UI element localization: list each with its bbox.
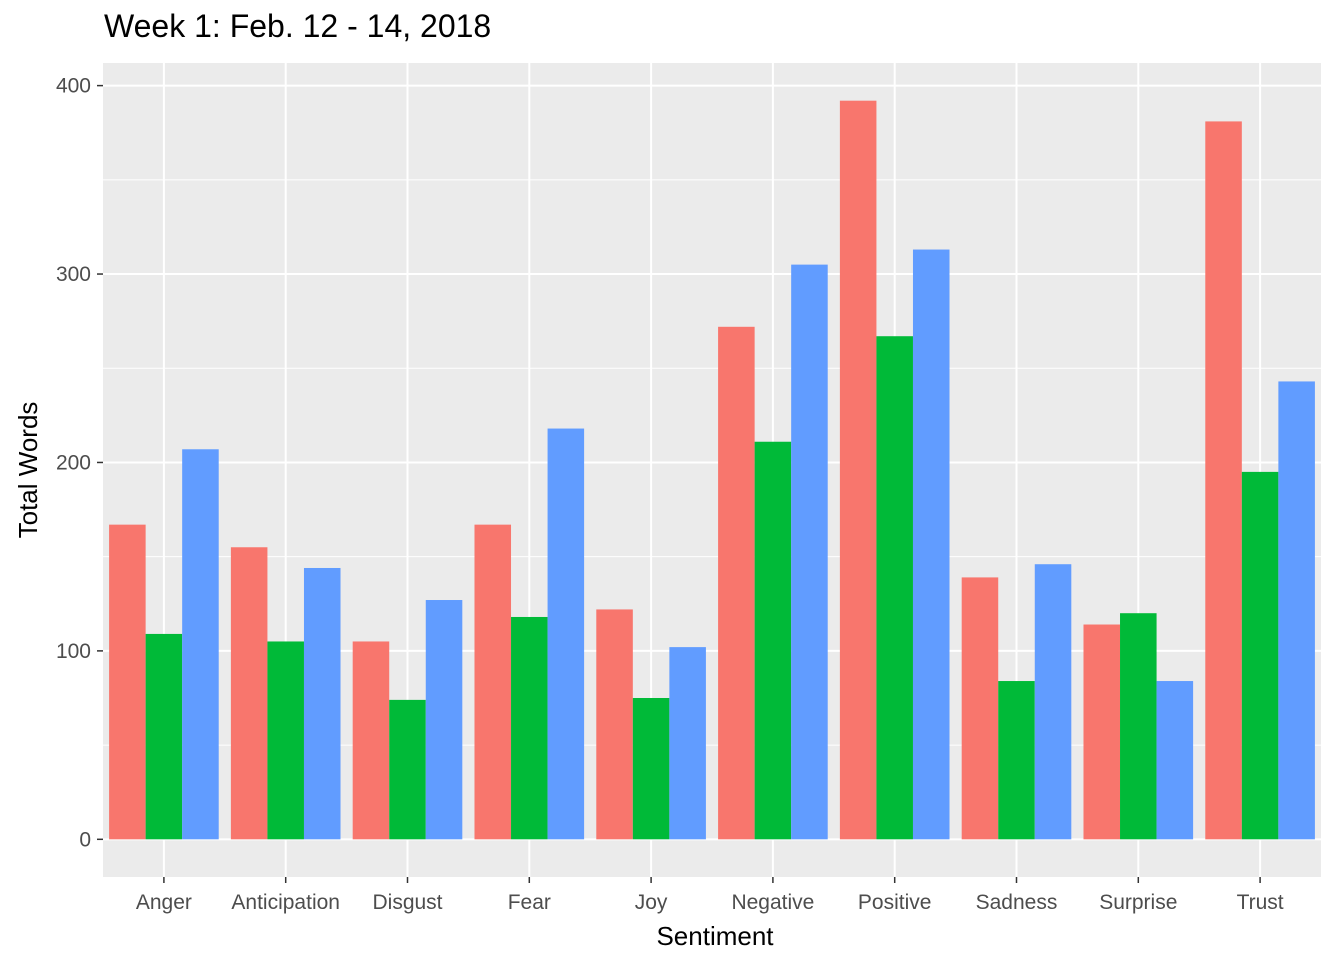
- bar: [1156, 681, 1194, 840]
- x-tick-label: Sadness: [976, 891, 1058, 914]
- bar: [230, 547, 268, 840]
- bar: [474, 524, 512, 840]
- x-tick-label: Positive: [858, 891, 932, 914]
- bar: [669, 647, 706, 840]
- bar: [791, 264, 828, 840]
- bar: [389, 699, 426, 840]
- bar: [754, 441, 792, 840]
- y-tick-label: 400: [56, 75, 91, 98]
- bar: [182, 449, 219, 840]
- y-tick-label: 300: [56, 263, 91, 286]
- y-tick-label: 0: [79, 828, 91, 851]
- bars: [109, 100, 1315, 840]
- y-axis-title: Total Words: [13, 402, 43, 539]
- bar: [1241, 471, 1279, 840]
- chart-title: Week 1: Feb. 12 - 14, 2018: [104, 8, 492, 44]
- bar: [718, 326, 755, 840]
- x-tick-label: Negative: [731, 891, 814, 914]
- bar: [109, 524, 146, 840]
- bar: [876, 336, 913, 840]
- x-axis: Anger Anticipation Disgust Fear Joy Negative P…: [136, 877, 1284, 914]
- bar: [547, 428, 585, 840]
- x-tick-label: Joy: [635, 891, 668, 914]
- y-tick-label: 200: [56, 451, 91, 474]
- x-tick-label: Anticipation: [231, 891, 340, 914]
- bar: [839, 100, 877, 840]
- bar: [1034, 564, 1072, 840]
- y-tick-label: 100: [56, 640, 91, 663]
- bar: [352, 641, 390, 840]
- bar: [912, 249, 950, 840]
- bar: [511, 616, 548, 840]
- x-tick-label: Fear: [508, 891, 551, 914]
- bar: [425, 600, 463, 840]
- bar: [1083, 624, 1121, 840]
- bar: [145, 633, 183, 840]
- bar: [1120, 613, 1157, 840]
- x-tick-label: Disgust: [372, 891, 442, 914]
- x-tick-label: Trust: [1237, 891, 1284, 914]
- bar: [1278, 381, 1315, 840]
- bar: [998, 681, 1035, 840]
- bar: [596, 609, 633, 840]
- bar: [1205, 121, 1242, 840]
- x-tick-label: Surprise: [1099, 891, 1177, 914]
- bar: [961, 577, 999, 840]
- bar: [303, 567, 341, 840]
- x-axis-title: Sentiment: [656, 921, 774, 951]
- bar: [632, 697, 670, 840]
- x-tick-label: Anger: [136, 891, 192, 914]
- y-axis: 0 100 200 300 400: [56, 75, 103, 851]
- bar: [267, 641, 304, 840]
